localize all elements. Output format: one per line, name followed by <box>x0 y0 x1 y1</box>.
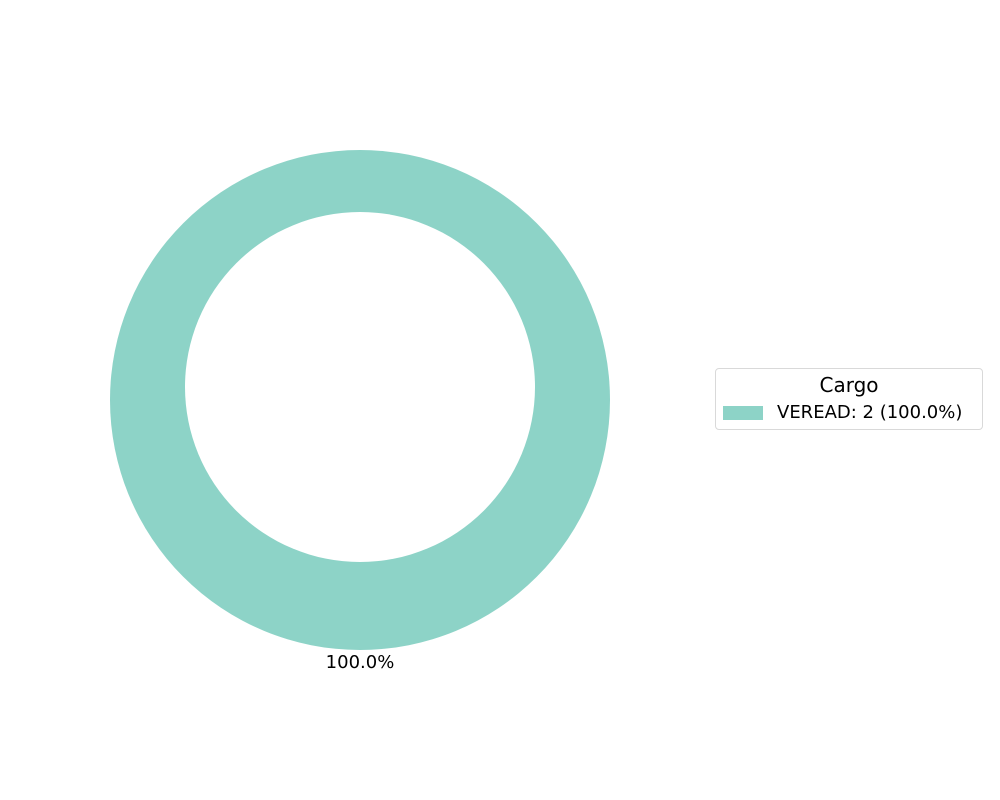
chart-legend: Cargo VEREAD: 2 (100.0%) <box>715 368 983 430</box>
legend-swatch <box>723 406 763 420</box>
donut-hole <box>185 212 535 562</box>
slice-percent-label: 100.0% <box>326 652 395 673</box>
slice-labels: 100.0% <box>326 652 395 673</box>
legend-entry-label: VEREAD: 2 (100.0%) <box>777 402 963 423</box>
donut-slices <box>110 150 610 650</box>
legend-entry: VEREAD: 2 (100.0%) <box>723 402 962 424</box>
legend-title: Cargo <box>819 373 879 397</box>
